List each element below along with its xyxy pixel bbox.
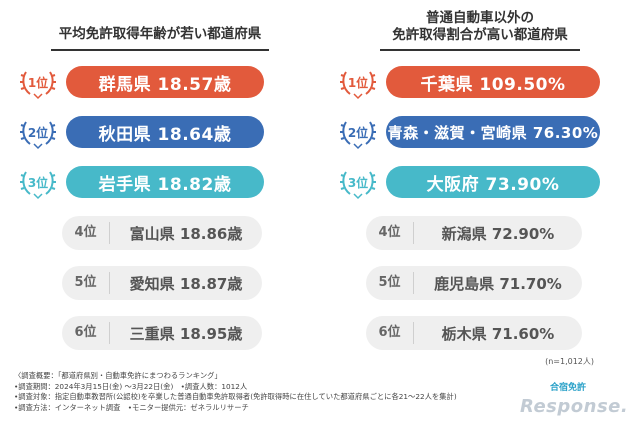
left-ranking: 平均免許取得年齢が若い都道府県 1位 群馬県 18.57歳 2位 秋田県 18.… (0, 0, 320, 370)
rank-label: 4位 (366, 222, 414, 244)
left-heading: 平均免許取得年齢が若い都道府県 (0, 26, 320, 43)
right-heading-line-2: 免許取得割合が高い都道府県 (392, 27, 568, 43)
laurel-icon: 1位 (14, 64, 62, 100)
left-rank-1-value: 群馬県 18.57歳 (66, 66, 264, 98)
left-heading-line-1: 平均免許取得年齢が若い都道府県 (58, 26, 262, 42)
brand-name: 合宿免許 (550, 383, 587, 393)
brand-logo: 合宿免許 Response. (520, 374, 640, 426)
rank-label: 6位 (366, 322, 414, 344)
right-heading-underline (380, 49, 580, 51)
right-rank-6: 6位 栃木県 71.60% (366, 316, 582, 350)
left-heading-underline (51, 49, 269, 51)
rank-label: 5位 (366, 272, 414, 294)
right-rank-3: 3位 大阪府 73.90% (334, 164, 624, 200)
laurel-icon: 2位 (334, 114, 382, 150)
rank-value: 富山県 18.86歳 (129, 224, 243, 243)
rank-value: 三重県 18.95歳 (129, 324, 243, 343)
rank-value: 鹿児島県 71.70% (434, 274, 562, 293)
right-ranking: 普通自動車以外の 免許取得割合が高い都道府県 1位 千葉県 109.50% 2位… (320, 0, 640, 370)
right-rank-1-value: 千葉県 109.50% (386, 66, 600, 98)
left-rank-2-value: 秋田県 18.64歳 (66, 116, 264, 148)
laurel-icon: 2位 (14, 114, 62, 150)
note-line: •調査対象：指定自動車教習所(公認校)を卒業した普通自動車免許取得者(免許取得時… (14, 392, 457, 402)
note-line: 〈調査概要：「都道府県別・自動車免許にまつわるランキング」 (14, 371, 222, 380)
rank-label: 6位 (62, 322, 110, 344)
left-rank-6: 6位 三重県 18.95歳 (62, 316, 262, 350)
left-rank-2: 2位 秋田県 18.64歳 (14, 114, 304, 150)
note-line: •調査方法：インターネット調査 •モニター提供元：ゼネラルリサーチ (14, 402, 249, 412)
laurel-icon: 1位 (334, 64, 382, 100)
watermark: Response. (520, 396, 629, 417)
laurel-icon: 3位 (14, 164, 62, 200)
left-rank-4: 4位 富山県 18.86歳 (62, 216, 262, 250)
right-rank-2-value: 青森・滋賀・宮崎県 76.30% (386, 116, 600, 148)
laurel-icon: 3位 (334, 164, 382, 200)
left-rank-5: 5位 愛知県 18.87歳 (62, 266, 262, 300)
rank-label: 5位 (62, 272, 110, 294)
right-rank-3-value: 大阪府 73.90% (386, 166, 600, 198)
sample-size: (n=1,012人) (545, 357, 594, 366)
right-rank-2: 2位 青森・滋賀・宮崎県 76.30% (334, 114, 624, 150)
rank-label: 4位 (62, 222, 110, 244)
left-rank-1: 1位 群馬県 18.57歳 (14, 64, 304, 100)
right-rank-4: 4位 新潟県 72.90% (366, 216, 582, 250)
right-heading: 普通自動車以外の 免許取得割合が高い都道府県 (320, 10, 640, 44)
rank-value: 愛知県 18.87歳 (129, 274, 243, 293)
rank-value: 新潟県 72.90% (441, 224, 555, 243)
left-rank-3-value: 岩手県 18.82歳 (66, 166, 264, 198)
rank-value: 栃木県 71.60% (441, 324, 555, 343)
survey-notes: 〈調査概要：「都道府県別・自動車免許にまつわるランキング」 •調査期間：2024… (14, 371, 457, 413)
right-rank-5: 5位 鹿児島県 71.70% (366, 266, 582, 300)
left-rank-3: 3位 岩手県 18.82歳 (14, 164, 304, 200)
right-rank-1: 1位 千葉県 109.50% (334, 64, 624, 100)
note-line: •調査期間：2024年3月15日(金) ～3月22日(金) •調査人数：1012… (14, 381, 248, 391)
right-heading-line-1: 普通自動車以外の (426, 10, 534, 26)
